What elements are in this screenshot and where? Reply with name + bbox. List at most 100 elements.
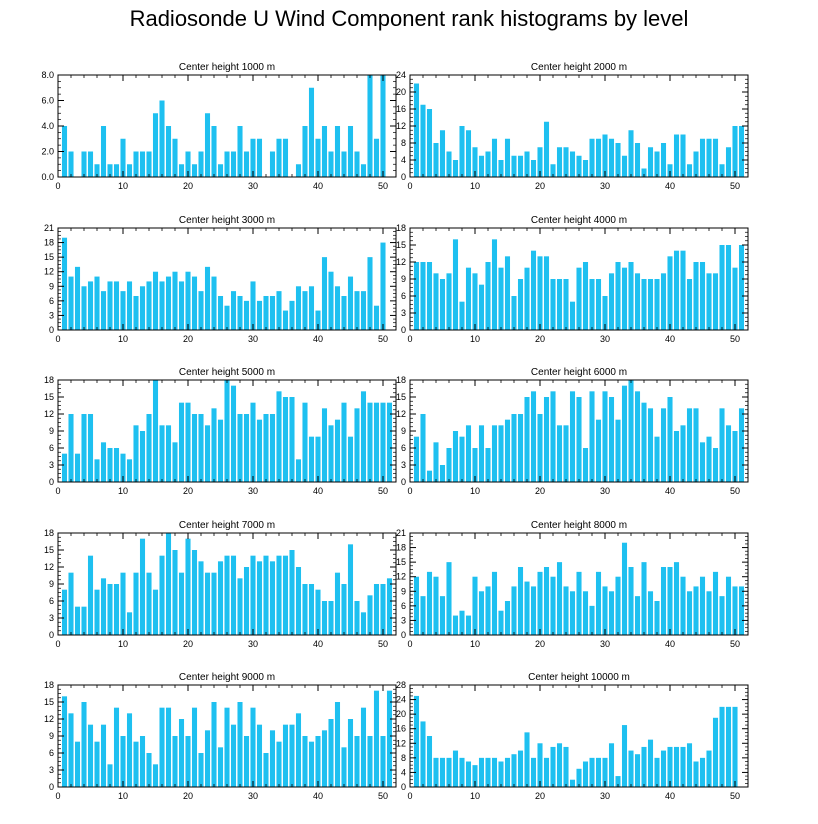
histogram-bar	[243, 414, 250, 482]
histogram-bar	[237, 414, 243, 482]
histogram-bar	[354, 291, 360, 330]
histogram-bar	[308, 436, 315, 482]
histogram-bar	[420, 104, 426, 177]
histogram-bar	[347, 126, 354, 177]
y-tick-label: 3	[49, 765, 54, 775]
histogram-bar	[354, 736, 360, 787]
histogram-bar	[699, 138, 706, 177]
y-tick-label: 3	[49, 613, 54, 623]
histogram-bar	[107, 164, 113, 177]
histogram-bar	[256, 300, 263, 330]
y-tick-label: 8	[401, 138, 406, 148]
histogram-bar	[321, 257, 328, 330]
histogram-bar	[595, 138, 602, 177]
histogram-bar	[673, 134, 680, 177]
histogram-bar	[81, 702, 87, 787]
x-tick-label: 20	[535, 334, 545, 344]
histogram-bar	[589, 391, 595, 482]
x-tick-label: 30	[248, 791, 258, 801]
histogram-bar	[204, 113, 211, 177]
x-tick-label: 50	[378, 181, 388, 191]
histogram-bar	[224, 707, 230, 787]
histogram-bar	[621, 267, 628, 330]
histogram-bar	[543, 121, 550, 177]
histogram-bar	[452, 239, 459, 330]
y-tick-label: 18	[44, 528, 54, 538]
x-tick-label: 20	[535, 639, 545, 649]
histogram-bar	[725, 245, 732, 330]
histogram-bar	[204, 425, 211, 482]
x-tick-label: 10	[470, 791, 480, 801]
histogram-bar	[543, 397, 550, 482]
histogram-bar	[315, 736, 321, 787]
x-tick-label: 40	[313, 639, 323, 649]
histogram-bar	[373, 584, 380, 635]
histogram-bar	[569, 591, 576, 635]
y-tick-label: 3	[49, 310, 54, 320]
histogram-bar	[478, 591, 485, 635]
histogram-bar	[465, 761, 472, 787]
histogram-bar	[217, 296, 224, 330]
histogram-bar	[68, 572, 74, 635]
y-tick-label: 3	[49, 460, 54, 470]
histogram-bar	[446, 273, 452, 330]
histogram-bar	[380, 584, 386, 635]
histogram-bar	[530, 160, 537, 177]
histogram-bar	[582, 448, 589, 482]
histogram-bar	[360, 291, 367, 330]
histogram-bar	[439, 596, 446, 635]
histogram-bar	[563, 147, 569, 177]
histogram-bar	[386, 402, 393, 482]
histogram-bar	[302, 291, 308, 330]
histogram-bar	[452, 160, 459, 177]
histogram-bar	[719, 408, 725, 482]
histogram-bar	[367, 75, 373, 177]
histogram-bar	[334, 286, 341, 330]
histogram-bar	[472, 576, 478, 635]
histogram-bar	[576, 571, 582, 635]
y-tick-label: 0	[401, 630, 406, 640]
histogram-bar	[321, 730, 328, 787]
chart-title: Center height 10000 m	[528, 672, 630, 683]
x-tick-label: 0	[407, 639, 412, 649]
histogram-bar	[250, 555, 256, 635]
x-tick-label: 0	[55, 334, 60, 344]
chart-title: Center height 8000 m	[531, 520, 627, 531]
histogram-bar	[308, 286, 315, 330]
x-tick-label: 30	[248, 181, 258, 191]
x-tick-label: 20	[183, 791, 193, 801]
chart-title: Center height 4000 m	[531, 215, 627, 226]
histogram-bar	[107, 584, 113, 635]
histogram-bar	[569, 151, 576, 177]
histogram-bar	[654, 757, 660, 787]
histogram-bar	[152, 589, 159, 635]
x-tick-label: 30	[600, 486, 610, 496]
histogram-bar	[256, 724, 263, 787]
histogram-bar	[537, 414, 543, 482]
histogram-bar	[360, 707, 367, 787]
histogram-bar	[485, 151, 491, 177]
histogram-bar	[354, 601, 360, 635]
histogram-bar	[224, 555, 230, 635]
histogram-bar	[452, 615, 459, 635]
histogram-bar	[165, 707, 172, 787]
histogram-bar	[191, 276, 198, 330]
histogram-bar	[321, 408, 328, 482]
chart-panel: Center height 5000 m 0 10 20 30 40 50 0 3 6 9 12 15 1…	[44, 367, 397, 496]
histogram-bar	[686, 279, 693, 330]
x-tick-label: 40	[665, 334, 675, 344]
histogram-bar	[113, 281, 120, 330]
y-tick-label: 12	[44, 267, 54, 277]
histogram-bar	[465, 267, 472, 330]
x-tick-label: 10	[118, 334, 128, 344]
histogram-bar	[289, 724, 295, 787]
y-tick-label: 12	[396, 409, 406, 419]
histogram-bar	[686, 591, 693, 635]
histogram-bar	[269, 561, 276, 635]
y-tick-label: 9	[49, 731, 54, 741]
histogram-bar	[556, 279, 563, 330]
histogram-bar	[139, 431, 146, 482]
histogram-bar	[472, 448, 478, 482]
histogram-bar	[126, 459, 133, 482]
chart-panel: Center height 3000 m 0 10 20 30 40 50 0 3 6 9 12 15 1…	[44, 215, 397, 344]
